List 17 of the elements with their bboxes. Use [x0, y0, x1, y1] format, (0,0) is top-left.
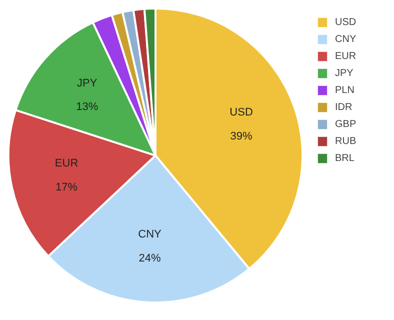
data-label: 24% [138, 252, 161, 264]
data-label: 17% [56, 181, 78, 194]
slice-label: USD [230, 106, 253, 119]
data-label: 13% [76, 101, 98, 114]
legend-label: EUR [335, 50, 356, 62]
legend-label: USD [335, 16, 356, 28]
slice-label: CNY [138, 228, 162, 241]
slice-label: EUR [54, 158, 78, 170]
legend-label: GBP [335, 118, 356, 130]
legend-label: BRL [335, 152, 355, 164]
legend-label: IDR [335, 102, 354, 112]
legend-label: RUB [335, 136, 356, 146]
slice-label: JPY [77, 77, 98, 90]
legend-label: JPY [335, 68, 354, 78]
data-label: 39% [230, 130, 253, 142]
legend-label: CNY [335, 34, 356, 44]
legend-label: PLN [335, 84, 355, 96]
